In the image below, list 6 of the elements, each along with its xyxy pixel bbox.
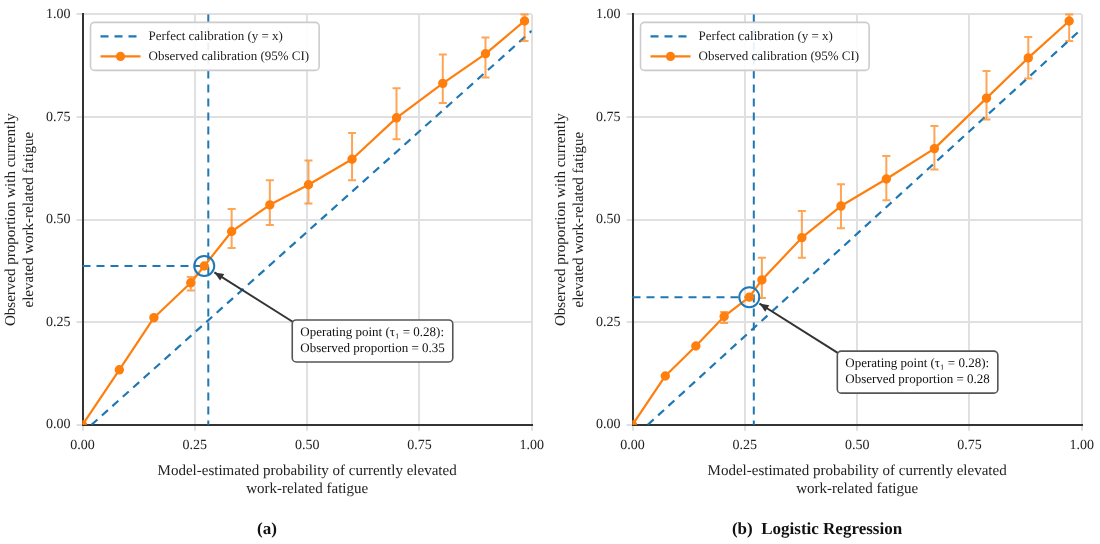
point [691,341,701,351]
point [114,365,125,375]
point [660,371,670,381]
point [149,312,159,323]
text: (a) [257,518,278,539]
text: (b) Logistic Regression [731,518,903,539]
